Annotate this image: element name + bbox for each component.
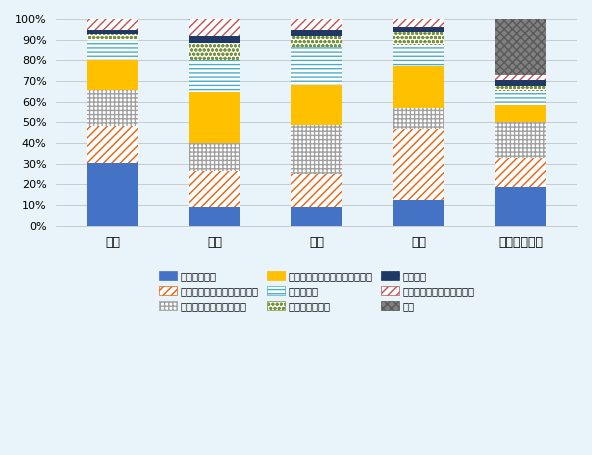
Bar (393, 20, 444, 27)
Bar (87, 126, 138, 163)
Bar (291, 13, 342, 30)
Bar (496, 122, 546, 158)
Bar (189, 171, 240, 207)
Bar (496, 80, 546, 86)
Bar (291, 207, 342, 226)
Bar (189, 19, 240, 36)
Bar (189, 36, 240, 43)
Bar (496, 19, 546, 75)
Bar (189, 207, 240, 226)
Bar (393, 32, 444, 45)
Bar (496, 105, 546, 122)
Bar (87, 163, 138, 226)
Bar (393, 45, 444, 66)
Bar (496, 86, 546, 91)
Bar (393, 200, 444, 226)
Bar (291, 36, 342, 47)
Bar (291, 85, 342, 125)
Bar (291, 125, 342, 174)
Bar (496, 187, 546, 226)
Bar (393, 108, 444, 129)
Bar (189, 143, 240, 171)
Bar (291, 174, 342, 207)
Bar (87, 40, 138, 60)
Bar (189, 43, 240, 60)
Bar (496, 91, 546, 105)
Bar (87, 34, 138, 40)
Bar (87, 19, 138, 30)
Bar (393, 27, 444, 32)
Bar (189, 91, 240, 143)
Bar (291, 30, 342, 36)
Bar (87, 30, 138, 34)
Bar (291, 47, 342, 85)
Bar (393, 66, 444, 108)
Bar (496, 158, 546, 187)
Bar (87, 90, 138, 126)
Bar (189, 60, 240, 91)
Bar (291, 12, 342, 13)
Bar (496, 75, 546, 80)
Bar (393, 129, 444, 200)
Bar (87, 60, 138, 90)
Legend: 医薬・バイオ, 通信・コンピュータ・半導体, 化学・素材・食品・環境, 電機・音響・映像・光学・測定, 機械・装置, 輸送・エンジン, インフラ, 家具・玩具・: 医薬・バイオ, 通信・コンピュータ・半導体, 化学・素材・食品・環境, 電機・音… (156, 268, 478, 314)
